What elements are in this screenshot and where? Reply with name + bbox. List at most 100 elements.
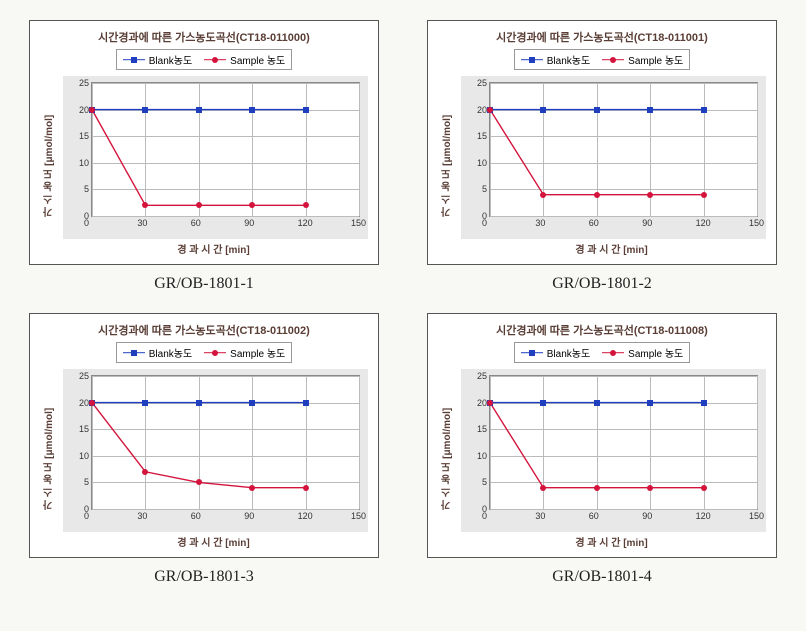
y-tick-label: 25: [477, 371, 487, 381]
marker-blank: [701, 107, 707, 113]
x-tick-label: 0: [84, 218, 89, 228]
x-tick-label: 30: [137, 218, 147, 228]
marker-blank: [303, 107, 309, 113]
x-axis-label: 경 과 시 간 [min]: [59, 239, 368, 256]
marker-blank: [303, 400, 309, 406]
marker-sample: [89, 107, 95, 113]
y-tick-label: 5: [482, 184, 487, 194]
marker-blank: [142, 400, 148, 406]
chart-box: 시간경과에 따른 가스농도곡선(CT18-011008) Blank농도Sampl…: [427, 313, 777, 558]
y-tick-label: 25: [79, 78, 89, 88]
y-tick-label: 10: [79, 158, 89, 168]
x-tick-label: 150: [351, 511, 366, 521]
y-tick-label: 20: [477, 398, 487, 408]
x-tick-label: 120: [696, 511, 711, 521]
y-tick-label: 5: [84, 477, 89, 487]
plot-area: 05101520250306090120150: [63, 369, 368, 532]
legend-label-sample: Sample 농도: [628, 52, 683, 67]
marker-blank: [249, 107, 255, 113]
chart-panel: 시간경과에 따른 가스농도곡선(CT18-011001) Blank농도 Sampl…: [418, 20, 786, 293]
marker-sample: [701, 485, 707, 491]
chart-caption: GR/OB-1801-3: [154, 568, 254, 586]
x-tick-label: 30: [137, 511, 147, 521]
x-tick-label: 60: [589, 218, 599, 228]
marker-blank: [142, 107, 148, 113]
legend: Blank농도 Sample 농도: [116, 49, 293, 70]
marker-sample: [487, 107, 493, 113]
chart-grid: 시간경과에 따른 가스농도곡선(CT18-011000)Blank농도Sampl…: [20, 20, 786, 586]
marker-sample: [487, 400, 493, 406]
chart-title: 시간경과에 따른 가스농도곡선(CT18-011002): [40, 322, 368, 338]
x-axis-label: 경 과 시 간 [min]: [59, 532, 368, 549]
legend-label-blank: Blank농도: [149, 52, 192, 67]
plot-inner: 05101520250306090120150: [91, 82, 360, 217]
y-axis-label: 가 스 농 도 [μmol/mol]: [40, 76, 59, 256]
y-axis-label: 가 스 농 도 [μmol/mol]: [438, 76, 457, 256]
plot-inner: 05101520250306090120150: [489, 375, 758, 510]
marker-blank: [701, 400, 707, 406]
legend-label-sample: Sample 농도: [230, 345, 285, 360]
marker-sample: [594, 485, 600, 491]
marker-sample: [540, 485, 546, 491]
legend-item-blank: Blank농도: [123, 52, 192, 67]
series-line-sample: [92, 403, 306, 488]
x-tick-label: 0: [84, 511, 89, 521]
series-svg: [490, 83, 757, 216]
x-tick-label: 150: [351, 218, 366, 228]
x-tick-label: 120: [298, 511, 313, 521]
marker-blank: [249, 400, 255, 406]
y-tick-label: 15: [477, 131, 487, 141]
chart-title: 시간경과에 따른 가스농도곡선(CT18-011001): [438, 29, 766, 45]
marker-sample: [303, 202, 309, 208]
marker-sample: [303, 485, 309, 491]
chart-caption: GR/OB-1801-4: [552, 568, 652, 586]
x-tick-label: 150: [749, 511, 764, 521]
plot-area: 05101520250306090120150: [63, 76, 368, 239]
legend-item-sample: Sample 농도: [204, 52, 285, 67]
y-tick-label: 10: [477, 451, 487, 461]
x-tick-label: 60: [191, 511, 201, 521]
x-tick-label: 90: [244, 218, 254, 228]
chart-box: 시간경과에 따른 가스농도곡선(CT18-011001) Blank농도 Sampl…: [427, 20, 777, 265]
marker-sample: [647, 485, 653, 491]
plot-area: 05101520250306090120150: [461, 369, 766, 532]
series-svg: [92, 376, 359, 509]
x-tick-label: 90: [244, 511, 254, 521]
plot-inner: 05101520250306090120150: [91, 375, 360, 510]
series-line-sample: [92, 110, 306, 206]
marker-blank: [594, 400, 600, 406]
plot-inner: 05101520250306090120150: [489, 82, 758, 217]
x-axis-label: 경 과 시 간 [min]: [457, 239, 766, 256]
x-tick-label: 30: [535, 511, 545, 521]
marker-sample: [249, 485, 255, 491]
legend-label-blank: Blank농도: [547, 345, 590, 360]
chart-panel: 시간경과에 따른 가스농도곡선(CT18-011000)Blank농도Sampl…: [20, 20, 388, 293]
legend-item-blank: Blank농도: [521, 52, 590, 67]
series-line-sample: [490, 110, 704, 195]
y-tick-label: 20: [79, 105, 89, 115]
legend: Blank농도 Sample 농도: [116, 342, 293, 363]
marker-blank: [540, 400, 546, 406]
marker-sample: [142, 469, 148, 475]
y-tick-label: 10: [79, 451, 89, 461]
marker-sample: [196, 479, 202, 485]
marker-sample: [142, 202, 148, 208]
chart-caption: GR/OB-1801-1: [154, 275, 254, 293]
x-tick-label: 150: [749, 218, 764, 228]
marker-blank: [196, 400, 202, 406]
legend-label-blank: Blank농도: [149, 345, 192, 360]
legend: Blank농도Sample 농도: [514, 342, 691, 363]
y-tick-label: 15: [79, 131, 89, 141]
marker-sample: [647, 192, 653, 198]
legend-item-blank: Blank농도: [123, 345, 192, 360]
legend-label-blank: Blank농도: [547, 52, 590, 67]
series-svg: [490, 376, 757, 509]
x-tick-label: 120: [696, 218, 711, 228]
x-axis-label: 경 과 시 간 [min]: [457, 532, 766, 549]
chart-title: 시간경과에 따른 가스농도곡선(CT18-011008): [438, 322, 766, 338]
y-tick-label: 25: [477, 78, 487, 88]
marker-sample: [249, 202, 255, 208]
y-tick-label: 5: [84, 184, 89, 194]
chart-panel: 시간경과에 따른 가스농도곡선(CT18-011008) Blank농도Sampl…: [418, 313, 786, 586]
y-tick-label: 20: [79, 398, 89, 408]
